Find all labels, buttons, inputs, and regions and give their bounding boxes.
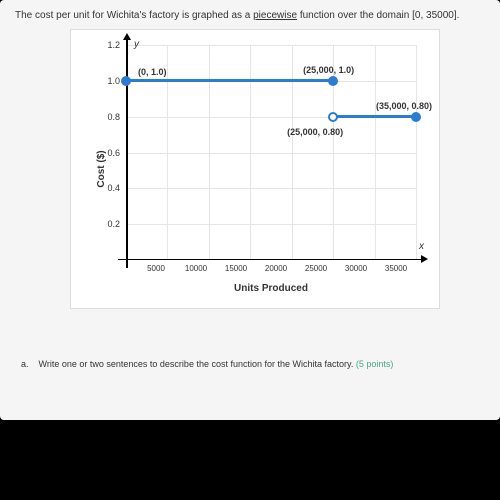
x-axis-arrow-icon — [421, 255, 428, 263]
cost-chart: Cost ($) Units Produced y x 500010000150… — [70, 29, 440, 309]
question-a: a. Write one or two sentences to describ… — [21, 359, 485, 369]
problem-statement: The cost per unit for Wichita's factory … — [15, 10, 485, 21]
grid-line — [126, 224, 416, 225]
x-tick-label: 15000 — [216, 264, 256, 273]
y-tick-label: 0.4 — [107, 183, 120, 193]
chart-segment — [126, 79, 333, 82]
chart-point — [411, 112, 421, 122]
grid-line — [126, 153, 416, 154]
chart-point — [328, 112, 338, 122]
y-tick-label: 1.2 — [107, 40, 120, 50]
x-tick-label: 25000 — [296, 264, 336, 273]
grid-line — [126, 45, 416, 46]
chart-segment — [333, 115, 416, 118]
photo-background — [0, 420, 500, 500]
x-tick-label: 10000 — [176, 264, 216, 273]
x-tick-labels: 5000100001500020000250003000035000 — [126, 264, 416, 273]
chart-point-label: (25,000, 1.0) — [303, 65, 354, 75]
x-tick-label: 30000 — [336, 264, 376, 273]
question-a-text: Write one or two sentences to describe t… — [39, 359, 356, 369]
piecewise-word: piecewise — [253, 10, 297, 21]
y-tick-label: 1.0 — [107, 76, 120, 86]
problem-text-before: The cost per unit for Wichita's factory … — [15, 10, 253, 21]
y-tick-label: 0.6 — [107, 148, 120, 158]
worksheet-page: The cost per unit for Wichita's factory … — [0, 0, 500, 420]
question-a-points: (5 points) — [356, 359, 394, 369]
grid-line — [126, 188, 416, 189]
x-axis-letter: x — [419, 241, 424, 252]
y-axis — [126, 37, 128, 268]
x-tick-label: 20000 — [256, 264, 296, 273]
chart-point — [121, 76, 131, 86]
chart-point-label: (35,000, 0.80) — [376, 101, 432, 111]
chart-point — [328, 76, 338, 86]
problem-text-after: function over the domain [0, 35000]. — [297, 10, 459, 21]
x-tick-label: 5000 — [136, 264, 176, 273]
x-tick-label: 35000 — [376, 264, 416, 273]
y-axis-label: Cost ($) — [96, 150, 107, 187]
grid-line — [416, 45, 417, 260]
y-tick-label: 0.2 — [107, 219, 120, 229]
x-axis — [118, 259, 424, 261]
y-tick-label: 0.8 — [107, 112, 120, 122]
y-axis-letter: y — [134, 39, 139, 50]
question-a-letter: a. — [21, 359, 29, 369]
chart-point-label: (25,000, 0.80) — [287, 127, 343, 137]
plot-area: y x 5000100001500020000250003000035000 0… — [126, 45, 416, 260]
chart-point-label: (0, 1.0) — [138, 67, 167, 77]
y-axis-arrow-icon — [123, 33, 131, 40]
x-axis-label: Units Produced — [126, 283, 416, 294]
